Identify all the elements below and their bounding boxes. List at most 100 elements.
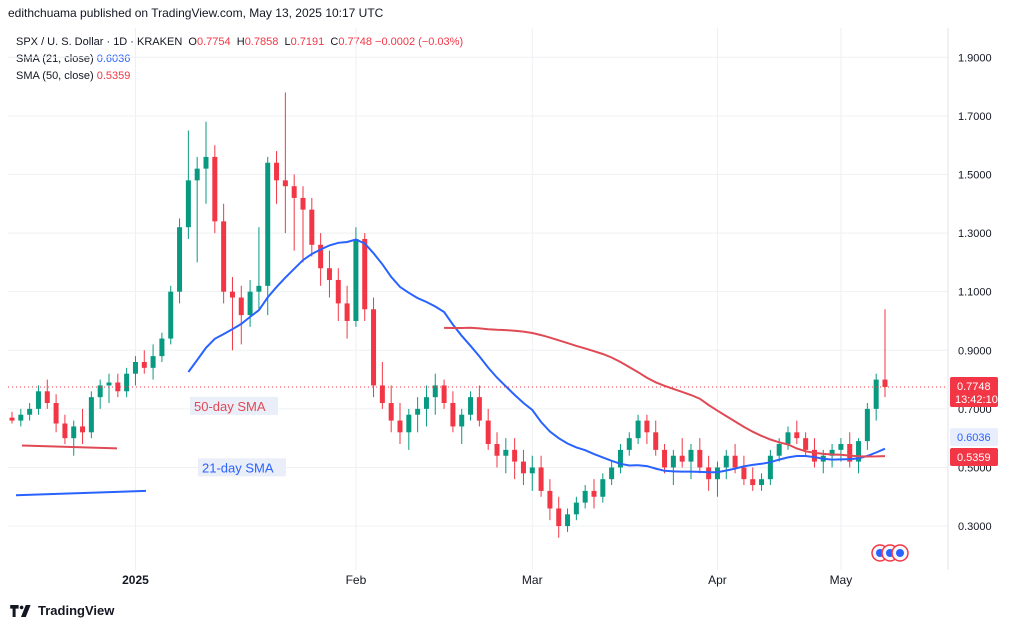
sma50-badge: 0.5359	[957, 452, 991, 464]
candle-body	[53, 403, 59, 424]
brand-name: TradingView	[38, 603, 115, 618]
candle-body	[679, 455, 685, 462]
candle-body	[388, 403, 394, 421]
candle-body	[18, 414, 24, 421]
candle-body	[767, 455, 773, 480]
candle-body	[600, 479, 606, 497]
candle-body	[115, 382, 121, 392]
ohlc-row: SPX / U. S. Dollar · 1D · KRAKEN O0.7754…	[16, 34, 463, 51]
y-tick-label: 1.5000	[958, 169, 992, 181]
candle-body	[468, 397, 474, 415]
candle-body	[882, 379, 888, 387]
candle-body	[97, 385, 103, 398]
candle-body	[494, 444, 500, 456]
price-chart[interactable]: 1.90001.70001.50001.30001.10000.90000.70…	[0, 0, 1024, 600]
candle-body	[670, 455, 676, 468]
candle-body	[476, 397, 482, 421]
sma21-legend-row[interactable]: SMA (21, close) 0.6036	[16, 51, 463, 68]
sma21-legend-label: SMA (21, close)	[16, 53, 94, 65]
candle-body	[194, 168, 200, 181]
candle-body	[415, 408, 421, 415]
open-label: O	[188, 36, 197, 48]
annotation-bg	[198, 458, 286, 477]
candle-body	[300, 197, 306, 210]
candle-body	[150, 356, 156, 368]
candle-body	[653, 432, 659, 450]
sma50-badge-bg	[950, 447, 998, 466]
symbol-label[interactable]: SPX / U. S. Dollar · 1D · KRAKEN	[16, 36, 183, 48]
x-tick-label: Apr	[708, 573, 727, 587]
low-label: L	[284, 36, 291, 48]
candle-body	[741, 467, 747, 480]
candle-body	[459, 414, 465, 427]
candle-body	[688, 449, 694, 462]
candle-body	[141, 361, 147, 368]
candle-body	[185, 180, 191, 228]
sma50-legend-row[interactable]: SMA (50, close) 0.5359	[16, 68, 463, 85]
candle-body	[582, 490, 588, 503]
candle-body	[326, 268, 332, 280]
candle-body	[732, 455, 738, 468]
candle-body	[512, 449, 518, 462]
candle-body	[80, 426, 86, 433]
candle-body	[353, 238, 359, 321]
close-label: C	[330, 36, 339, 48]
candle-body	[291, 186, 297, 198]
candle-body	[644, 420, 650, 433]
candle-body	[847, 444, 853, 462]
candle-body	[829, 449, 835, 456]
candle-body	[811, 449, 817, 462]
candle-body	[529, 467, 535, 474]
tradingview-footer[interactable]: TradingView	[10, 603, 114, 618]
candle-body	[406, 414, 412, 433]
countdown-badge: 13:42:10	[955, 394, 998, 406]
candle-body	[873, 379, 879, 409]
annotation-bg	[190, 396, 278, 415]
y-tick-label: 1.3000	[958, 228, 992, 240]
candle-body	[282, 180, 288, 187]
candle-body	[124, 373, 130, 392]
chart-legend: SPX / U. S. Dollar · 1D · KRAKEN O0.7754…	[16, 34, 463, 85]
candle-body	[750, 479, 756, 486]
x-tick-label: 2025	[122, 573, 149, 587]
candle-body	[229, 291, 235, 298]
candle-body	[856, 441, 862, 462]
candle-body	[62, 423, 68, 439]
candle-body	[520, 461, 526, 474]
sma21-line	[187, 238, 886, 474]
candle-body	[35, 391, 41, 409]
candle-body	[344, 303, 350, 321]
candle-body	[132, 361, 138, 374]
sma50-line	[444, 326, 886, 458]
candle-body	[617, 449, 623, 468]
candle-body	[247, 291, 253, 316]
x-tick-label: Feb	[346, 573, 367, 587]
candle-body	[759, 479, 765, 486]
candle-body	[714, 467, 720, 480]
candle-body	[776, 444, 782, 456]
sma21-badge-bg	[950, 428, 998, 447]
last-price-badge: 0.7748	[957, 381, 991, 393]
y-tick-label: 1.9000	[958, 52, 992, 64]
candle-body	[318, 244, 324, 269]
candle-body	[212, 156, 218, 222]
candle-body	[864, 408, 870, 442]
sma50-legend-value: 0.5359	[96, 70, 131, 82]
candle-body	[794, 432, 800, 439]
candle-body	[547, 490, 553, 509]
candle-body	[441, 385, 447, 404]
candle-body	[538, 467, 544, 491]
candle-body	[706, 467, 712, 480]
high-value: 0.7858	[244, 36, 279, 48]
candle-body	[362, 238, 368, 310]
candle-body	[309, 209, 315, 245]
y-tick-label: 0.9000	[958, 345, 992, 357]
last-price-badge-bg	[950, 376, 998, 407]
annotation-label: 21-day SMA	[202, 460, 274, 475]
candle-body	[106, 382, 112, 386]
x-tick-label: Mar	[522, 573, 543, 587]
sma50-legend-label: SMA (50, close)	[16, 70, 94, 82]
candle-body	[265, 162, 271, 286]
candle-body	[168, 291, 174, 339]
candle-body	[609, 467, 615, 480]
